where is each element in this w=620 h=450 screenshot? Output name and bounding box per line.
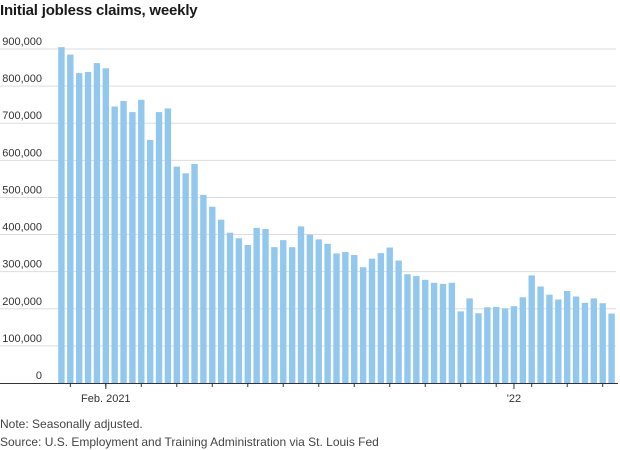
bar-chart: 0 100,000 200,000 300,000 400,000 500,000 600,… — [0, 36, 618, 405]
bar — [262, 228, 269, 383]
y-tick-label: 100,000 — [2, 333, 42, 345]
bar — [146, 139, 154, 383]
bar — [138, 99, 145, 383]
bar — [351, 254, 358, 383]
bar — [191, 164, 198, 383]
bar — [386, 247, 393, 383]
bar — [200, 194, 207, 383]
bar — [466, 298, 473, 383]
bar — [501, 308, 509, 383]
bar — [342, 252, 349, 383]
bar — [564, 290, 571, 383]
bar — [528, 275, 535, 383]
bar — [590, 298, 598, 383]
bar — [306, 234, 314, 383]
y-tick-label: 0 — [36, 370, 42, 382]
bar — [448, 282, 456, 383]
bar — [280, 240, 287, 383]
bar — [439, 283, 447, 383]
y-tick-label: 900,000 — [2, 36, 42, 48]
bar — [422, 279, 429, 383]
bar — [253, 227, 260, 383]
bar — [555, 299, 562, 383]
bar — [297, 226, 305, 383]
bar — [173, 166, 180, 383]
bar — [155, 112, 163, 383]
x-tick-label: Feb. 2021 — [81, 393, 131, 405]
bar — [368, 258, 376, 383]
bar — [430, 282, 438, 383]
chart-source: Source: U.S. Employment and Training Adm… — [0, 435, 379, 449]
bar — [93, 63, 101, 383]
bar — [235, 238, 243, 383]
bar — [413, 276, 420, 383]
x-tick-label: '22 — [507, 393, 521, 405]
bar — [510, 306, 518, 383]
y-tick-label: 300,000 — [2, 259, 42, 271]
bar — [102, 68, 109, 384]
bar — [457, 311, 464, 383]
bar — [75, 73, 83, 384]
bar — [475, 313, 482, 383]
bar — [67, 54, 74, 383]
y-tick-label: 600,000 — [2, 147, 42, 159]
bar — [377, 253, 385, 383]
y-tick-label: 800,000 — [2, 73, 42, 85]
bar — [217, 219, 225, 383]
chart-note: Note: Seasonally adjusted. — [0, 417, 143, 431]
bar — [58, 47, 65, 383]
bar — [84, 72, 92, 383]
y-tick-label: 400,000 — [2, 222, 42, 234]
bar — [333, 253, 340, 383]
bar — [404, 274, 411, 383]
bar — [519, 297, 527, 383]
bars — [58, 47, 615, 384]
bar — [182, 173, 189, 383]
bar — [324, 243, 331, 383]
bar — [164, 108, 172, 383]
bar — [484, 307, 491, 383]
bar — [120, 100, 127, 384]
bar — [209, 206, 216, 383]
y-tick-label: 200,000 — [2, 296, 42, 308]
chart-title: Initial jobless claims, weekly — [0, 2, 198, 19]
y-tick-label: 700,000 — [2, 110, 42, 122]
bar — [599, 303, 606, 383]
y-axis-labels: 0 100,000 200,000 300,000 400,000 500,000 600,… — [2, 36, 42, 382]
bar — [111, 106, 118, 384]
bar — [129, 112, 136, 383]
bar — [537, 286, 544, 383]
bar — [493, 306, 500, 383]
bar — [288, 247, 296, 383]
bar — [572, 296, 580, 383]
bar — [395, 260, 402, 383]
bar — [244, 244, 251, 383]
x-axis: Feb. 2021 '22 — [0, 383, 618, 405]
bar — [581, 302, 589, 383]
bar — [315, 239, 322, 383]
bar — [359, 267, 367, 383]
bar — [546, 294, 553, 383]
y-tick-label: 500,000 — [2, 184, 42, 196]
bar — [226, 232, 234, 383]
bar — [608, 313, 615, 383]
bar — [271, 247, 278, 383]
